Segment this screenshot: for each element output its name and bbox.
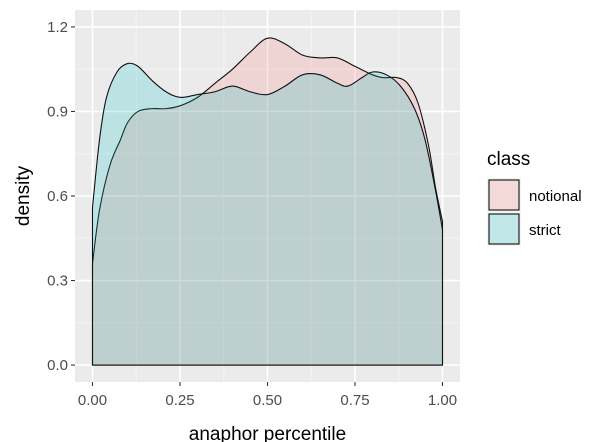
legend-items: notional strict: [487, 178, 582, 246]
x-axis: 0.00 0.25 0.50 0.75 1.00: [78, 382, 457, 409]
y-tick-label: 1.2: [47, 19, 68, 36]
density-areas: [91, 37, 444, 366]
legend-swatch-strict: [488, 213, 520, 245]
y-axis-title: density: [13, 165, 34, 226]
x-tick-label: 0.50: [253, 392, 282, 409]
legend: class notional strict: [487, 149, 582, 246]
density-area-notional: [91, 37, 444, 366]
density-area-strict: [91, 62, 444, 366]
legend-key-background: [487, 212, 521, 246]
legend-swatch-notional: [488, 179, 520, 211]
y-tick-label: 0.3: [47, 273, 68, 290]
legend-label-notional: notional: [529, 188, 582, 205]
y-tick-label: 0.0: [47, 357, 68, 374]
x-tick-label: 0.75: [340, 392, 369, 409]
y-axis: 0.0 0.3 0.6 0.9 1.2: [47, 19, 75, 374]
legend-label-strict: strict: [529, 222, 561, 239]
legend-key-background: [487, 178, 521, 212]
x-tick-label: 0.00: [78, 392, 107, 409]
x-tick-label: 0.25: [165, 392, 194, 409]
y-tick-label: 0.9: [47, 103, 68, 120]
legend-title: class: [487, 149, 530, 170]
x-axis-title: anaphor percentile: [189, 424, 346, 442]
y-tick-label: 0.6: [47, 188, 68, 205]
x-tick-label: 1.00: [428, 392, 457, 409]
